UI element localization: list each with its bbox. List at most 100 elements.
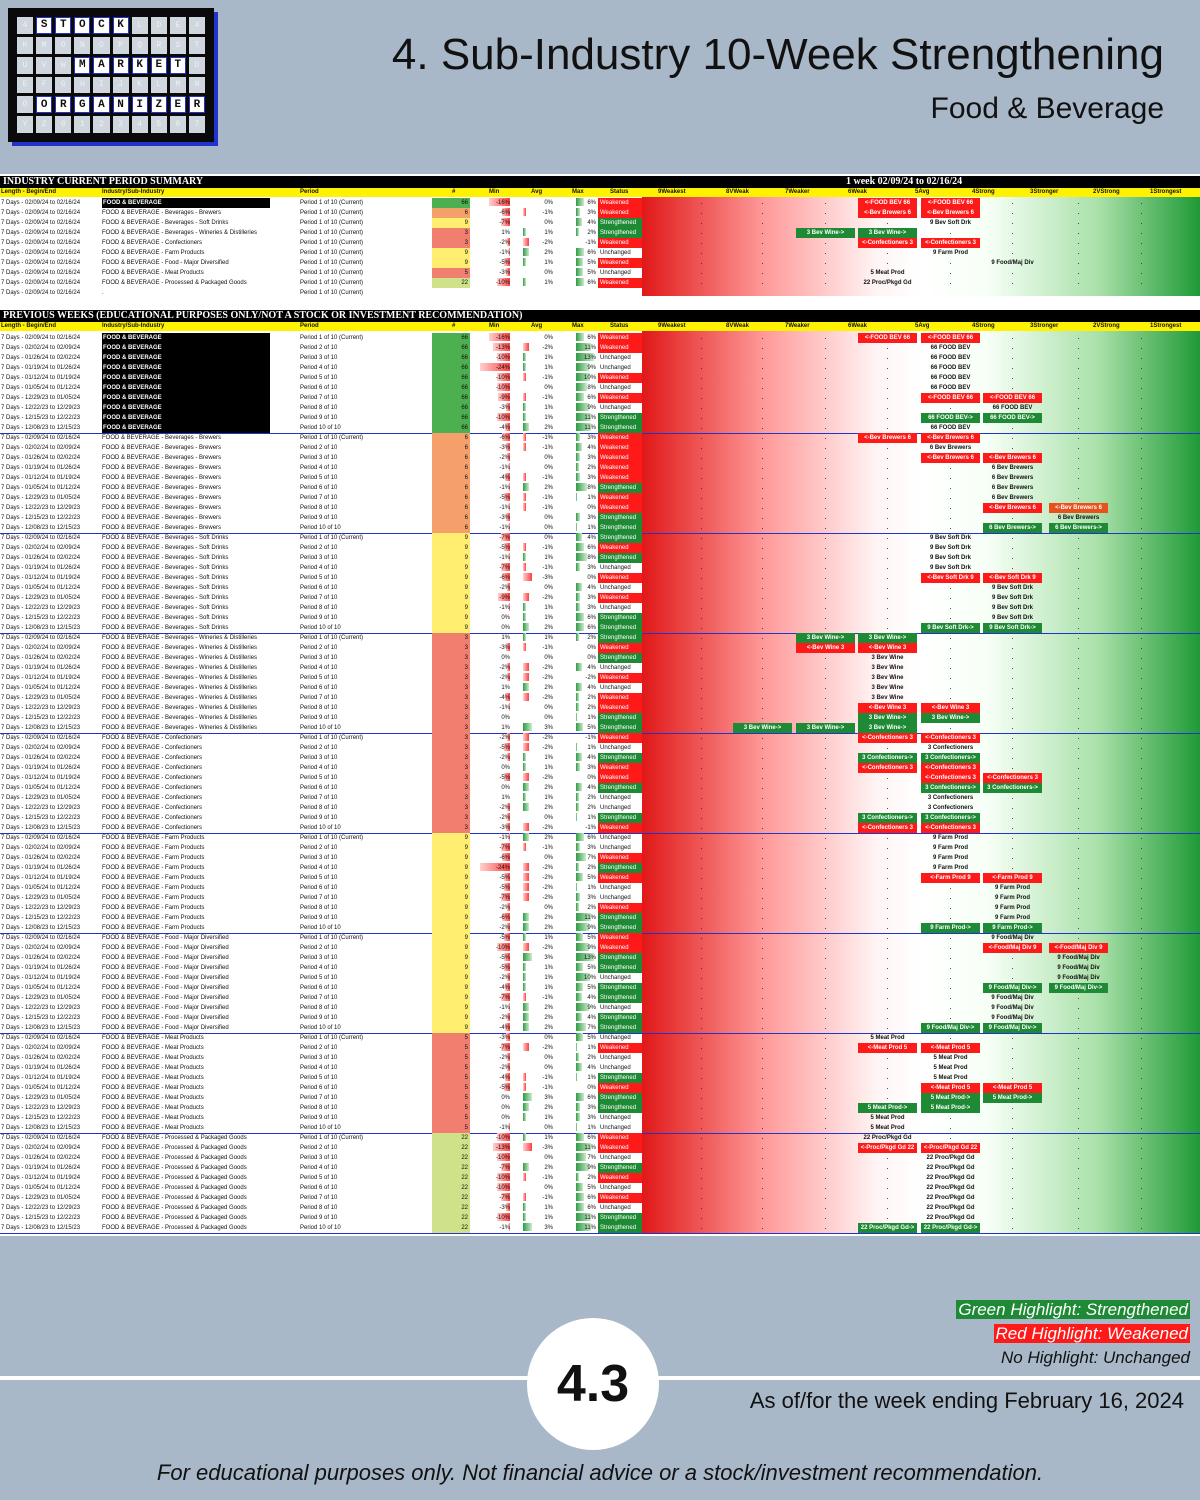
empty-cell: . bbox=[761, 1015, 764, 1021]
position-label: <-Bev Brewers 6 bbox=[921, 453, 980, 463]
empty-cell: . bbox=[1140, 485, 1143, 491]
row-industry: FOOD & BEVERAGE - Processed & Packaged G… bbox=[102, 1225, 247, 1231]
row-period: Period 1 of 10 (Current) bbox=[300, 290, 364, 296]
empty-cell: . bbox=[700, 1145, 703, 1151]
max-bar bbox=[576, 753, 582, 761]
empty-cell: . bbox=[1172, 1163, 1200, 1173]
table-row: 7 Days - 01/12/24 to 01/19/24 FOOD & BEVE… bbox=[0, 973, 1200, 983]
row-avg: -2% bbox=[513, 943, 553, 953]
row-period: Period 3 of 10 bbox=[300, 1155, 338, 1161]
avg-value: 0% bbox=[544, 335, 553, 341]
row-avg: -2% bbox=[513, 1043, 553, 1053]
logo-letter: E bbox=[150, 56, 167, 74]
max-bar bbox=[576, 218, 582, 226]
max-value: 4% bbox=[587, 785, 596, 791]
row-min: -24% bbox=[478, 863, 510, 873]
position-label: <-FOOD BEV 66 bbox=[921, 333, 980, 343]
empty-cell: . bbox=[1077, 645, 1080, 651]
min-value: -1% bbox=[499, 485, 510, 491]
empty-cell: . bbox=[1140, 210, 1143, 216]
empty-cell: . bbox=[1011, 270, 1014, 276]
max-bar bbox=[576, 1063, 582, 1071]
empty-cell: . bbox=[1077, 905, 1080, 911]
empty-cell: . bbox=[886, 445, 889, 451]
empty-cell: . bbox=[1077, 785, 1080, 791]
avg-bar bbox=[523, 1193, 526, 1201]
min-value: -4% bbox=[499, 425, 510, 431]
min-value: -4% bbox=[499, 985, 510, 991]
row-max: 6% bbox=[556, 623, 596, 633]
avg-bar bbox=[523, 373, 526, 381]
empty-cell: . bbox=[700, 995, 703, 1001]
row-max: 6% bbox=[556, 248, 596, 258]
empty-cell: . bbox=[1011, 1225, 1014, 1231]
empty-cell: . bbox=[761, 935, 764, 941]
empty-cell: . bbox=[761, 415, 764, 421]
row-count: 22 bbox=[432, 278, 470, 288]
row-count: 22 bbox=[432, 1193, 470, 1203]
position-label: 3 Bev Wine-> bbox=[858, 228, 917, 238]
empty-cell: . bbox=[824, 250, 827, 256]
empty-cell: . bbox=[886, 1065, 889, 1071]
row-period: Period 8 of 10 bbox=[300, 1105, 338, 1111]
row-max: 3% bbox=[556, 433, 596, 443]
empty-cell: . bbox=[700, 915, 703, 921]
row-industry: FOOD & BEVERAGE - Meat Products bbox=[102, 1035, 204, 1041]
row-status: Weakened bbox=[598, 393, 642, 403]
row-industry: FOOD & BEVERAGE bbox=[102, 353, 270, 363]
row-industry: FOOD & BEVERAGE - Beverages - Soft Drink… bbox=[102, 555, 229, 561]
max-bar bbox=[576, 1003, 589, 1011]
row-avg: -2% bbox=[513, 343, 553, 353]
empty-cell: . bbox=[1077, 775, 1080, 781]
min-value: -7% bbox=[499, 1045, 510, 1051]
empty-cell: . bbox=[1077, 625, 1080, 631]
position-label: 6 Bev Brewers bbox=[929, 445, 972, 451]
max-value: 3% bbox=[587, 595, 596, 601]
row-count: 22 bbox=[432, 1213, 470, 1223]
column-header: Min bbox=[489, 323, 500, 329]
empty-cell: . bbox=[824, 1125, 827, 1131]
row-period: Period 6 of 10 bbox=[300, 685, 338, 691]
position-label: 9 Bev Soft Drk bbox=[929, 565, 971, 571]
row-period: Period 9 of 10 bbox=[300, 715, 338, 721]
row-industry: FOOD & BEVERAGE - Meat Products bbox=[102, 1125, 204, 1131]
row-length: 7 Days - 01/12/24 to 01/19/24 bbox=[1, 1175, 81, 1181]
row-max: 11% bbox=[556, 423, 596, 433]
row-avg: -1% bbox=[513, 1173, 553, 1183]
empty-cell: . bbox=[700, 985, 703, 991]
row-status: Weakened bbox=[598, 1133, 642, 1143]
empty-cell: . bbox=[700, 725, 703, 731]
position-label: 9 Food/Maj Div-> bbox=[921, 1023, 980, 1033]
empty-cell: . bbox=[1140, 220, 1143, 226]
empty-cell: . bbox=[949, 260, 952, 266]
avg-value: 2% bbox=[544, 1015, 553, 1021]
row-length: 7 Days - 02/09/24 to 02/16/24 bbox=[1, 435, 81, 441]
min-bar bbox=[507, 673, 510, 681]
row-industry: FOOD & BEVERAGE - Farm Products bbox=[102, 905, 205, 911]
empty-cell: . bbox=[1011, 635, 1014, 641]
empty-cell: . bbox=[761, 905, 764, 911]
empty-cell: . bbox=[700, 1105, 703, 1111]
min-value: -5% bbox=[499, 775, 510, 781]
min-value: -2% bbox=[499, 665, 510, 671]
empty-cell: . bbox=[700, 1175, 703, 1181]
row-industry: FOOD & BEVERAGE - Meat Products bbox=[102, 1105, 204, 1111]
empty-cell: . bbox=[1172, 883, 1200, 893]
max-bar bbox=[576, 623, 585, 631]
empty-cell: . bbox=[949, 915, 952, 921]
empty-cell: . bbox=[824, 815, 827, 821]
row-status: Strengthened bbox=[598, 553, 642, 563]
max-value: 9% bbox=[587, 1005, 596, 1011]
row-status: Strengthened bbox=[598, 228, 642, 238]
row-period: Period 10 of 10 bbox=[300, 1025, 341, 1031]
empty-cell: . bbox=[1077, 1065, 1080, 1071]
empty-cell: . bbox=[1011, 555, 1014, 561]
empty-cell: . bbox=[1011, 845, 1014, 851]
max-value: 3% bbox=[587, 895, 596, 901]
max-bar bbox=[576, 413, 592, 421]
logo-tile: R bbox=[150, 36, 167, 54]
empty-cell: . bbox=[700, 240, 703, 246]
column-headers: Length - Begin/End Industry/Sub-Industry P… bbox=[0, 322, 1200, 331]
row-status: Unchanged bbox=[600, 795, 631, 801]
